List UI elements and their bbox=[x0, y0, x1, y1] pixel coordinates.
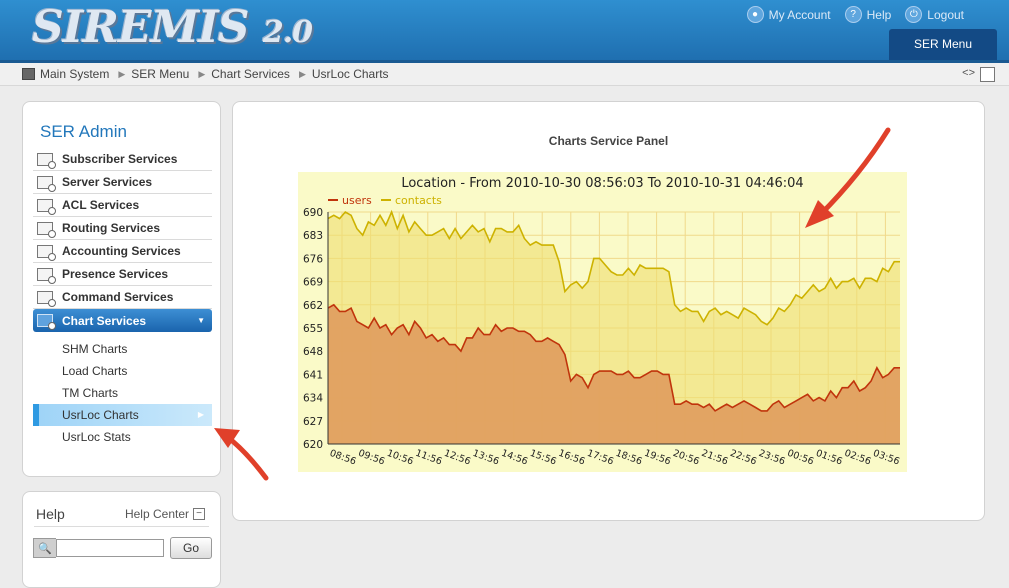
window-icon bbox=[37, 152, 56, 169]
breadcrumb-ser-menu[interactable]: SER Menu bbox=[131, 67, 190, 81]
sidebar: SER Admin Subscriber Services Server Ser… bbox=[22, 101, 221, 477]
logout-icon: ⏻ bbox=[905, 6, 923, 23]
help-title: Help bbox=[36, 506, 65, 522]
top-links: ● My Account ? Help ⏻ Logout bbox=[746, 6, 964, 23]
help-link[interactable]: ? Help bbox=[844, 6, 892, 23]
window-icon bbox=[37, 175, 56, 192]
y-tick-label: 676 bbox=[303, 253, 323, 265]
window-icon bbox=[37, 244, 56, 261]
sidebar-title: SER Admin bbox=[40, 122, 127, 141]
breadcrumb-separator-icon: ▶ bbox=[118, 68, 126, 79]
y-tick-label: 620 bbox=[303, 439, 323, 451]
sidebar-item-label: Presence Services bbox=[62, 267, 169, 281]
y-tick-label: 634 bbox=[303, 393, 323, 405]
logout-link[interactable]: ⏻ Logout bbox=[905, 6, 964, 23]
help-icon: ? bbox=[844, 6, 862, 23]
y-tick-label: 690 bbox=[303, 207, 323, 219]
edit-icon[interactable] bbox=[980, 67, 995, 82]
sidebar-item-acl-services[interactable]: ACL Services bbox=[33, 194, 212, 217]
chart-title: Location - From 2010-10-30 08:56:03 To 2… bbox=[401, 176, 803, 191]
sidebar-item-server-services[interactable]: Server Services bbox=[33, 171, 212, 194]
legend-label-contacts: contacts bbox=[395, 194, 442, 207]
sidebar-item-presence-services[interactable]: Presence Services bbox=[33, 263, 212, 286]
ser-menu-button[interactable]: SER Menu bbox=[889, 29, 997, 60]
help-search-input[interactable] bbox=[56, 539, 164, 557]
breadcrumb-usrloc-charts: UsrLoc Charts bbox=[311, 67, 389, 81]
breadcrumb-main-system[interactable]: Main System bbox=[40, 67, 110, 81]
main-panel: Charts Service Panel Location - From 201… bbox=[232, 101, 985, 521]
sidebar-item-label: Accounting Services bbox=[62, 244, 181, 258]
y-tick-label: 641 bbox=[303, 369, 323, 381]
go-button[interactable]: Go bbox=[170, 537, 212, 559]
window-icon bbox=[37, 221, 56, 238]
submenu-usrloc-stats[interactable]: UsrLoc Stats bbox=[62, 430, 131, 444]
top-header: SIREMIS 2.0 ● My Account ? Help ⏻ Logout… bbox=[0, 0, 1009, 63]
code-view-button[interactable]: <> bbox=[962, 67, 975, 79]
y-tick-label: 662 bbox=[303, 300, 323, 312]
chevron-down-icon: ▼ bbox=[197, 316, 205, 325]
breadcrumb-separator-icon: ▶ bbox=[298, 68, 306, 79]
submenu-tm-charts[interactable]: TM Charts bbox=[62, 386, 119, 400]
divider bbox=[34, 526, 209, 527]
window-icon bbox=[37, 290, 56, 307]
sidebar-item-label: Command Services bbox=[62, 290, 174, 304]
help-box: Help Help Center − 🔍 Go bbox=[22, 491, 221, 588]
y-tick-label: 648 bbox=[303, 346, 323, 358]
y-tick-label: 683 bbox=[303, 230, 323, 242]
collapse-icon[interactable]: − bbox=[193, 508, 205, 520]
account-icon: ● bbox=[746, 6, 764, 23]
sidebar-item-label: Routing Services bbox=[62, 221, 161, 235]
series-line-users bbox=[327, 303, 900, 412]
submenu-load-charts[interactable]: Load Charts bbox=[62, 364, 128, 378]
series-line-contacts bbox=[327, 209, 900, 326]
window-icon bbox=[37, 198, 56, 215]
logout-label: Logout bbox=[927, 7, 964, 22]
breadcrumb-separator-icon: ▶ bbox=[198, 68, 206, 79]
panel-title: Charts Service Panel bbox=[548, 134, 669, 148]
help-center-link[interactable]: Help Center − bbox=[125, 507, 205, 521]
chevron-right-icon: ▶ bbox=[197, 410, 204, 419]
my-account-link[interactable]: ● My Account bbox=[746, 6, 831, 23]
window-icon bbox=[37, 267, 56, 284]
help-label: Help bbox=[866, 7, 892, 22]
breadcrumb-chart-services[interactable]: Chart Services bbox=[211, 67, 290, 81]
chart-svg: Location - From 2010-10-30 08:56:03 To 2… bbox=[298, 172, 907, 472]
siremis-logo[interactable]: SIREMIS 2.0 bbox=[32, 2, 313, 53]
y-tick-label: 627 bbox=[303, 416, 323, 428]
my-account-label: My Account bbox=[768, 7, 831, 22]
submenu-label: UsrLoc Charts bbox=[62, 408, 139, 422]
sidebar-item-label: Server Services bbox=[62, 175, 153, 189]
sidebar-item-subscriber-services[interactable]: Subscriber Services bbox=[33, 148, 212, 171]
y-tick-label: 655 bbox=[303, 323, 323, 335]
submenu-usrloc-charts[interactable]: UsrLoc Charts ▶ bbox=[33, 404, 212, 426]
sidebar-item-label: ACL Services bbox=[62, 198, 140, 212]
home-icon bbox=[22, 68, 35, 80]
sidebar-item-routing-services[interactable]: Routing Services bbox=[33, 217, 212, 240]
legend-label-users: users bbox=[342, 194, 372, 207]
sidebar-item-command-services[interactable]: Command Services bbox=[33, 286, 212, 309]
search-icon: 🔍 bbox=[33, 538, 56, 558]
y-tick-label: 669 bbox=[303, 277, 323, 289]
window-icon bbox=[37, 314, 56, 330]
sidebar-item-accounting-services[interactable]: Accounting Services bbox=[33, 240, 212, 263]
breadcrumb: Main System ▶ SER Menu ▶ Chart Services … bbox=[0, 63, 1009, 86]
sidebar-item-label: Chart Services bbox=[62, 313, 147, 328]
submenu-shm-charts[interactable]: SHM Charts bbox=[62, 342, 128, 356]
sidebar-item-label: Subscriber Services bbox=[62, 152, 178, 166]
help-center-label: Help Center bbox=[124, 507, 189, 521]
sidebar-item-chart-services[interactable]: Chart Services ▼ bbox=[33, 309, 212, 332]
usrloc-chart: Location - From 2010-10-30 08:56:03 To 2… bbox=[298, 172, 907, 472]
